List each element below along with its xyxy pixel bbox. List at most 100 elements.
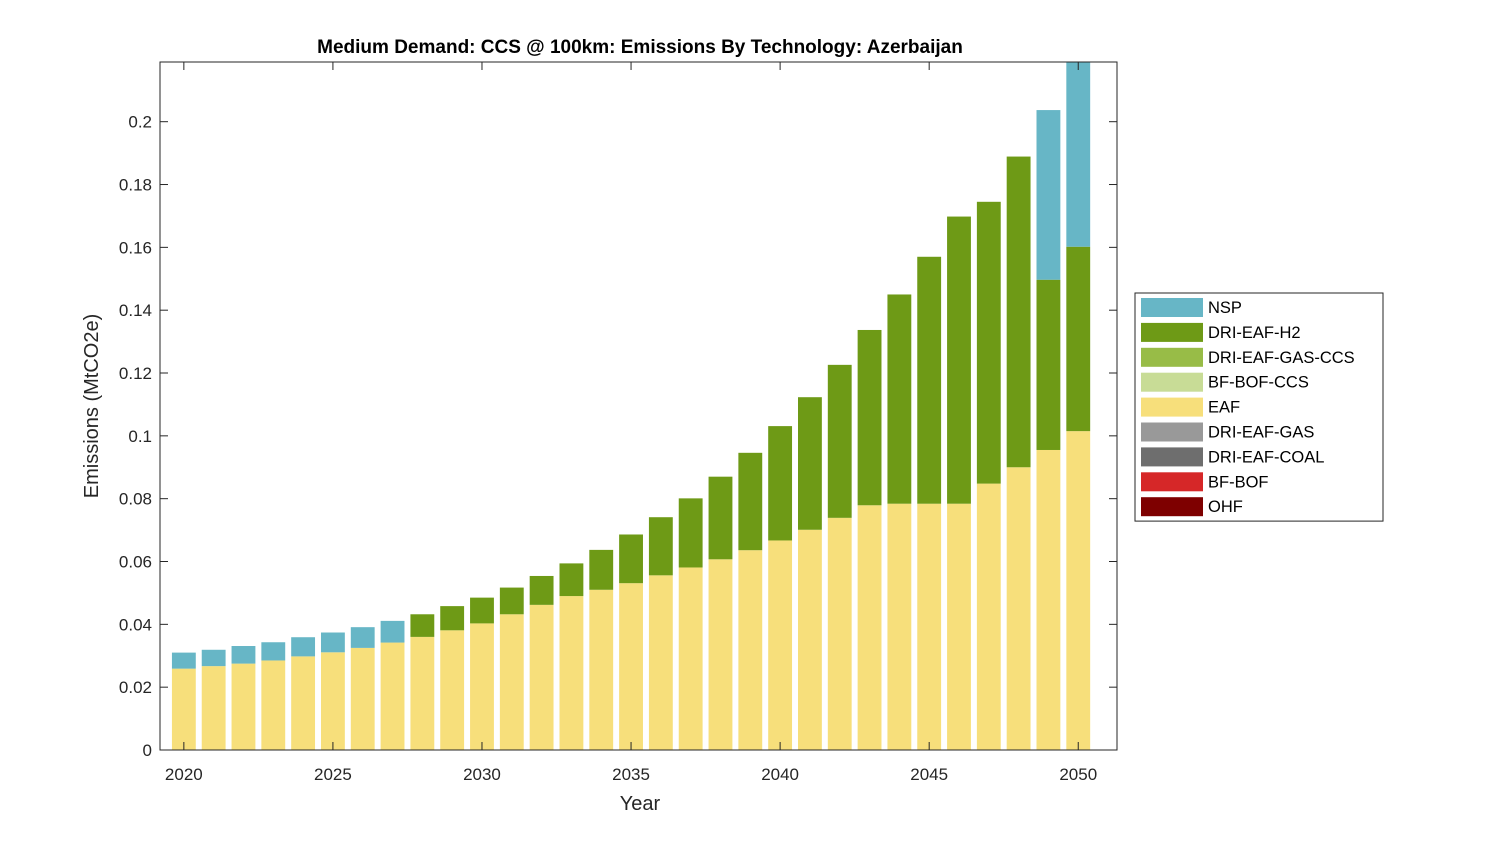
bar-dri-eaf-h2-2046: [947, 216, 971, 504]
x-tick-label: 2025: [314, 765, 352, 784]
bar-nsp-2024: [291, 637, 316, 657]
bar-dri-eaf-h2-2042: [827, 364, 852, 518]
bars-group: [171, 62, 1091, 750]
bar-eaf-2020: [171, 668, 196, 750]
bar-dri-eaf-h2-2040: [768, 426, 793, 541]
y-tick-label: 0.12: [119, 364, 152, 383]
bar-eaf-2025: [320, 652, 345, 750]
bar-nsp-2027: [380, 620, 405, 643]
bar-eaf-2034: [589, 589, 614, 750]
bar-eaf-2042: [827, 517, 852, 750]
bar-eaf-2040: [768, 540, 793, 750]
legend-swatch-nsp: [1141, 298, 1203, 317]
bar-eaf-2048: [1006, 467, 1031, 750]
y-tick-label: 0.08: [119, 490, 152, 509]
bar-eaf-2032: [529, 604, 554, 750]
bar-eaf-2026: [350, 647, 375, 750]
bar-eaf-2050: [1066, 431, 1091, 750]
bar-eaf-2046: [947, 503, 971, 750]
bar-dri-eaf-h2-2043: [857, 329, 882, 506]
legend-swatch-dri-eaf-h2: [1141, 322, 1203, 342]
x-tick-label: 2030: [463, 765, 501, 784]
legend-label-nsp: NSP: [1208, 299, 1242, 317]
x-axis-title: Year: [620, 793, 661, 815]
bar-nsp-2026: [350, 627, 375, 648]
x-tick-label: 2040: [761, 765, 799, 784]
bar-dri-eaf-h2-2050: [1066, 246, 1091, 432]
legend-swatch-eaf: [1141, 397, 1203, 417]
bar-eaf-2043: [857, 505, 882, 750]
x-tick-label: 2045: [910, 765, 948, 784]
bar-eaf-2021: [201, 666, 226, 750]
bar-dri-eaf-h2-2037: [678, 498, 703, 568]
bar-eaf-2041: [798, 529, 822, 750]
bar-dri-eaf-h2-2028: [410, 614, 435, 637]
chart-title: Medium Demand: CCS @ 100km: Emissions By…: [317, 37, 963, 58]
bar-eaf-2033: [559, 596, 584, 750]
legend-label-dri-eaf-coal: DRI-EAF-COAL: [1208, 448, 1324, 466]
bar-eaf-2047: [976, 483, 1001, 750]
y-tick-label: 0.2: [128, 113, 152, 132]
bar-dri-eaf-h2-2031: [499, 587, 524, 615]
bar-eaf-2028: [410, 636, 435, 750]
bar-nsp-2022: [231, 646, 256, 664]
bar-dri-eaf-h2-2035: [619, 534, 643, 584]
y-tick-label: 0.04: [119, 615, 152, 634]
bar-eaf-2022: [231, 663, 256, 750]
bar-dri-eaf-h2-2034: [589, 549, 614, 590]
bar-eaf-2027: [380, 642, 405, 750]
x-tick-label: 2035: [612, 765, 650, 784]
bar-eaf-2031: [499, 614, 524, 750]
bar-dri-eaf-h2-2039: [738, 452, 763, 551]
legend-label-dri-eaf-h2: DRI-EAF-H2: [1208, 324, 1301, 342]
plot-area: 0 0.02 0.04 0.06 0.08 0.1 0.12 0.14 0.16 0.18 0.2 2…: [119, 61, 1118, 784]
legend-swatch-dri-eaf-gas-ccs: [1141, 347, 1203, 367]
legend-swatch-dri-eaf-coal: [1141, 447, 1203, 467]
legend-label-eaf: EAF: [1208, 399, 1240, 417]
bar-eaf-2030: [470, 623, 494, 750]
y-tick-label: 0.06: [119, 553, 152, 572]
legend-label-dri-eaf-gas-ccs: DRI-EAF-GAS-CCS: [1208, 349, 1355, 367]
bar-eaf-2044: [887, 503, 912, 750]
bar-dri-eaf-h2-2041: [798, 397, 822, 530]
y-axis-title: Emissions (MtCO2e): [81, 314, 103, 498]
bar-dri-eaf-h2-2049: [1036, 279, 1061, 450]
legend-label-bf-bof: BF-BOF: [1208, 473, 1269, 491]
legend-swatch-bf-bof-ccs: [1141, 372, 1203, 392]
x-tick-label: 2020: [165, 765, 203, 784]
bar-dri-eaf-h2-2038: [708, 476, 733, 560]
bar-nsp-2020: [171, 652, 196, 669]
legend-swatch-dri-eaf-gas: [1141, 422, 1203, 442]
legend-swatch-ohf: [1141, 497, 1203, 517]
legend-label-ohf: OHF: [1208, 498, 1243, 516]
bar-dri-eaf-h2-2032: [529, 575, 554, 605]
bar-dri-eaf-h2-2048: [1006, 156, 1031, 468]
bar-nsp-2025: [320, 632, 345, 653]
bar-dri-eaf-h2-2030: [470, 597, 494, 624]
legend-swatch-bf-bof: [1141, 472, 1203, 492]
bar-nsp-2023: [261, 642, 286, 661]
bar-eaf-2036: [648, 575, 673, 750]
y-tick-label: 0: [143, 741, 152, 760]
legend-label-dri-eaf-gas: DRI-EAF-GAS: [1208, 424, 1314, 442]
y-tick-label: 0.16: [119, 238, 152, 257]
y-tick-label: 0.14: [119, 301, 152, 320]
legend-label-bf-bof-ccs: BF-BOF-CCS: [1208, 374, 1309, 392]
y-tick-label: 0.02: [119, 678, 152, 697]
bar-eaf-2037: [678, 567, 703, 750]
bar-dri-eaf-h2-2047: [976, 201, 1001, 484]
y-tick-label: 0.18: [119, 176, 152, 195]
bar-eaf-2035: [619, 583, 643, 750]
bar-eaf-2045: [917, 503, 942, 750]
bar-dri-eaf-h2-2044: [887, 294, 912, 504]
bar-eaf-2024: [291, 656, 316, 750]
bar-eaf-2029: [440, 630, 465, 750]
bar-dri-eaf-h2-2029: [440, 606, 465, 631]
bar-nsp-2050: [1066, 62, 1091, 247]
x-tick-label: 2050: [1059, 765, 1097, 784]
legend: NSP DRI-EAF-H2 DRI-EAF-GAS-CCS BF-BOF-CCS EA…: [1134, 292, 1384, 522]
bar-eaf-2023: [261, 660, 286, 750]
bar-eaf-2049: [1036, 449, 1061, 750]
bar-nsp-2049: [1036, 110, 1061, 280]
